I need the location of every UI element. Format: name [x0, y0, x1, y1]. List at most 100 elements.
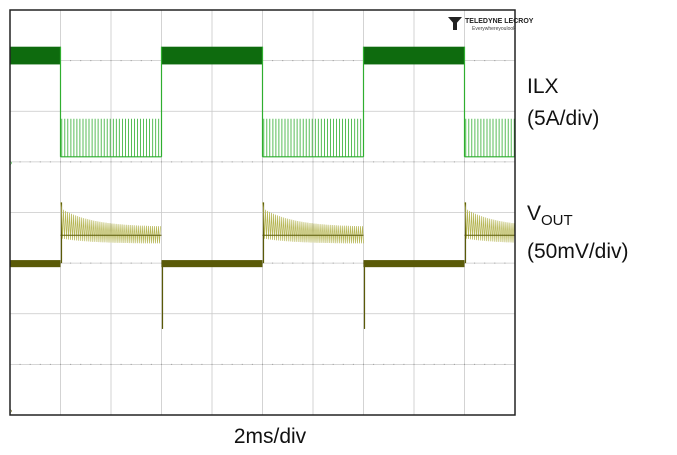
grid-tick-dot: [90, 262, 92, 264]
vout-heavy-load-segment: [161, 260, 263, 268]
grid-tick-dot: [292, 161, 294, 163]
vout-heavy-load-segment: [363, 260, 465, 268]
grid-tick-dot: [120, 262, 122, 264]
grid-tick-dot: [282, 161, 284, 163]
grid-tick-dot: [504, 363, 506, 365]
grid-tick-dot: [161, 363, 162, 365]
grid-tick-dot: [464, 161, 465, 163]
vout-light-load-ripple: [262, 202, 364, 244]
grid-tick-dot: [191, 363, 193, 365]
grid-tick-dot: [110, 60, 112, 62]
logo-name: TELEDYNE LECROY: [465, 18, 534, 25]
grid-tick-dot: [272, 161, 274, 163]
grid-tick-dot: [403, 363, 405, 365]
ilx-switching-pulses: [465, 118, 515, 157]
ilx-name-text: ILX: [527, 75, 559, 98]
grid-tick-dot: [292, 363, 294, 365]
logo-tagline: Everywhereyoulook: [472, 26, 516, 32]
grid-tick-dot: [282, 363, 284, 365]
grid-tick-dot: [352, 363, 354, 365]
grid-tick-dot: [484, 262, 486, 264]
grid-tick-dot: [29, 363, 31, 365]
grid-tick-dot: [100, 363, 102, 365]
grid-tick-dot: [130, 60, 132, 62]
grid-tick-dot: [282, 262, 284, 264]
grid-tick-dot: [322, 60, 324, 62]
grid-tick-dot: [29, 161, 31, 163]
grid-tick-dot: [352, 161, 354, 163]
grid-tick-dot: [130, 161, 132, 163]
grid-tick-dot: [19, 363, 21, 365]
vout-channel-name: VOUT: [527, 202, 573, 229]
grid-tick-dot: [130, 262, 132, 264]
grid-tick-dot: [322, 262, 324, 264]
grid-tick-dot: [150, 60, 152, 62]
grid-tick-dot: [211, 363, 213, 365]
grid-tick-dot: [70, 363, 72, 365]
ilx-high-segment: [363, 46, 465, 65]
grid-tick-dot: [49, 161, 51, 163]
grid-tick-dot: [302, 161, 304, 163]
grid-tick-dot: [413, 161, 415, 163]
grid-tick-dot: [292, 60, 294, 62]
vout-name-sub: OUT: [541, 212, 573, 229]
grid-tick-dot: [110, 161, 112, 163]
grid-tick-dot: [484, 363, 486, 365]
grid-tick-dot: [221, 363, 223, 365]
grid-tick-dot: [363, 363, 364, 365]
grid-tick-dot: [80, 60, 82, 62]
grid-tick-dot: [110, 262, 112, 264]
grid-tick-dot: [171, 363, 173, 365]
grid-tick-dot: [80, 161, 82, 163]
grid-tick-dot: [484, 161, 486, 163]
grid-tick-dot: [322, 161, 324, 163]
grid-tick-dot: [494, 363, 496, 365]
grid-tick-dot: [251, 363, 253, 365]
grid-tick-dot: [474, 161, 476, 163]
grid-tick-dot: [49, 363, 51, 365]
grid-tick-dot: [181, 363, 183, 365]
grid-tick-dot: [433, 363, 435, 365]
grid-tick-dot: [211, 161, 213, 163]
grid-tick-dot: [342, 60, 344, 62]
grid-tick-dot: [60, 161, 61, 163]
ilx-ground-marker: ›: [10, 160, 13, 167]
ilx-switching-pulses: [61, 118, 160, 157]
grid-tick-dot: [150, 262, 152, 264]
grid-tick-dot: [191, 161, 193, 163]
grid-tick-dot: [352, 60, 354, 62]
grid-tick-dot: [312, 60, 314, 62]
grid-tick-dot: [494, 161, 496, 163]
grid-tick-dot: [39, 363, 41, 365]
grid-tick-dot: [393, 161, 395, 163]
teledyne-logo-mark: [448, 17, 462, 25]
grid-tick-dot: [443, 161, 445, 163]
grid-tick-dot: [494, 60, 496, 62]
grid-tick-dot: [443, 363, 445, 365]
grid-tick-dot: [332, 363, 334, 365]
grid-tick-dot: [60, 363, 61, 365]
ilx-channel-name: ILX: [527, 75, 559, 99]
grid-tick-dot: [262, 363, 263, 365]
grid-tick-dot: [70, 161, 72, 163]
grid-tick-dot: [120, 363, 122, 365]
grid-tick-dot: [342, 161, 344, 163]
grid-tick-dot: [241, 161, 243, 163]
grid-tick-dot: [231, 363, 233, 365]
grid-tick-dot: [393, 363, 395, 365]
grid-tick-dot: [150, 161, 152, 163]
grid-tick-dot: [453, 363, 455, 365]
grid-tick-dot: [140, 363, 142, 365]
grid-tick-dot: [453, 161, 455, 163]
grid-tick-dot: [241, 363, 243, 365]
grid-tick-dot: [302, 60, 304, 62]
grid-tick-dot: [90, 161, 92, 163]
grid-tick-dot: [80, 363, 82, 365]
grid-tick-dot: [484, 60, 486, 62]
grid-tick-dot: [262, 161, 263, 163]
grid-tick-dot: [504, 262, 506, 264]
grid-tick-dot: [201, 363, 203, 365]
grid-tick-dot: [433, 161, 435, 163]
grid-tick-dot: [100, 262, 102, 264]
